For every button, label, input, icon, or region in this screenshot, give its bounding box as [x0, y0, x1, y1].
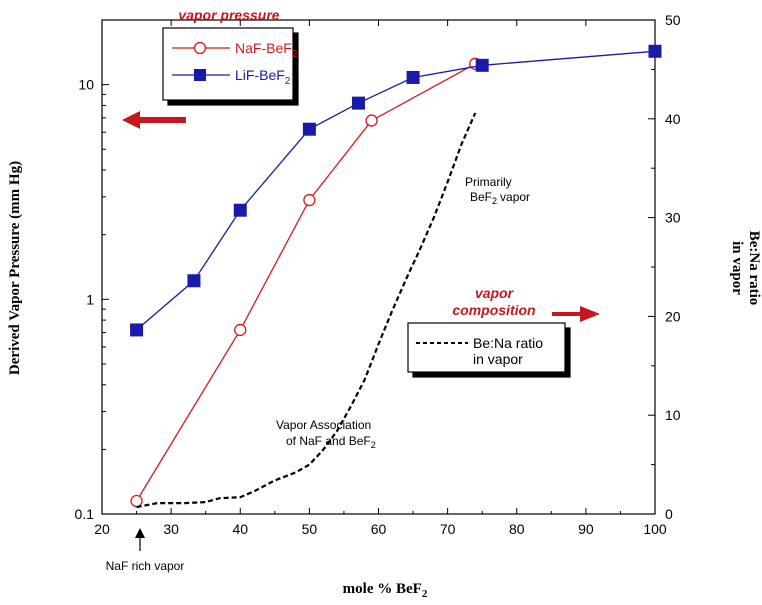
annotation-primarily-2: BeF2 vapor [470, 190, 530, 206]
y-right-tick-label: 20 [665, 308, 681, 324]
vapor-composition-legend: vapor composition Be:Na ratio in vapor [407, 285, 600, 373]
x-axis-title: mole % BeF2 [343, 581, 428, 600]
y-right-title-1: Be:Na ratio [746, 231, 762, 306]
x-tick-label: 100 [643, 521, 667, 537]
right-axis-arrow [552, 306, 600, 322]
y-left-title: Derived Vapor Pressure (mm Hg) [7, 161, 23, 375]
legend-ratio-label-2: in vapor [473, 351, 523, 367]
legend-naf-label: NaF-BeF2 [235, 40, 298, 60]
lif-point [233, 203, 247, 217]
x-tick-label: 20 [94, 521, 110, 537]
legend-lif-marker [194, 69, 206, 81]
x-tick-label: 70 [440, 521, 456, 537]
lif-point [351, 96, 365, 110]
lif-point [475, 58, 489, 72]
legend-box-left [162, 27, 294, 101]
y-left-tick-label: 1 [86, 291, 94, 307]
series-line-2 [136, 112, 477, 509]
y-right-tick-label: 50 [665, 12, 681, 28]
legend-naf-marker [193, 41, 207, 55]
y-right-tick-label: 10 [665, 407, 681, 423]
naf-point [130, 494, 143, 508]
x-tick-label: 90 [578, 521, 594, 537]
x-tick-label: 60 [371, 521, 387, 537]
y-left-tick-label: 10 [78, 77, 94, 93]
legend-left-title: vapor pressure [178, 7, 279, 23]
y-right-title-2: in vapor [729, 241, 745, 295]
x-tick-label: 30 [163, 521, 179, 537]
left-axis-arrow [122, 111, 186, 129]
naf-point [234, 323, 247, 337]
y-right-tick-label: 30 [665, 210, 681, 226]
series-line-1 [136, 50, 656, 331]
x-tick-label: 80 [509, 521, 525, 537]
x-tick-label: 50 [302, 521, 318, 537]
lif-point [187, 274, 201, 288]
lif-point [130, 323, 144, 337]
x-tick-label: 40 [232, 521, 248, 537]
y-right-tick-label: 0 [665, 506, 673, 522]
annotation-primarily-1: Primarily [465, 175, 512, 189]
legend-ratio-label-1: Be:Na ratio [473, 335, 543, 351]
legend-box-right [407, 322, 566, 373]
annotation-association-1: Vapor Association [276, 418, 371, 432]
naf-rich-label: NaF rich vapor [106, 559, 185, 573]
y-left-tick-label: 0.1 [75, 506, 95, 522]
lif-point [648, 44, 662, 58]
legend-lif-label: LiF-BeF2 [235, 67, 291, 87]
legend-right-title-1: vapor [475, 285, 515, 301]
naf-point [365, 114, 378, 127]
annotation-association-2: of NaF and BeF2 [286, 434, 376, 450]
vapor-pressure-legend: vapor pressure NaF-BeF2 LiF-BeF2 [162, 7, 298, 101]
naf-rich-arrow-head [135, 528, 145, 538]
y-right-tick-label: 40 [665, 111, 681, 127]
legend-right-title-2: composition [452, 302, 535, 318]
series-layer [130, 44, 662, 509]
lif-point [302, 122, 316, 136]
naf-point [303, 193, 316, 207]
lif-point [406, 70, 420, 84]
